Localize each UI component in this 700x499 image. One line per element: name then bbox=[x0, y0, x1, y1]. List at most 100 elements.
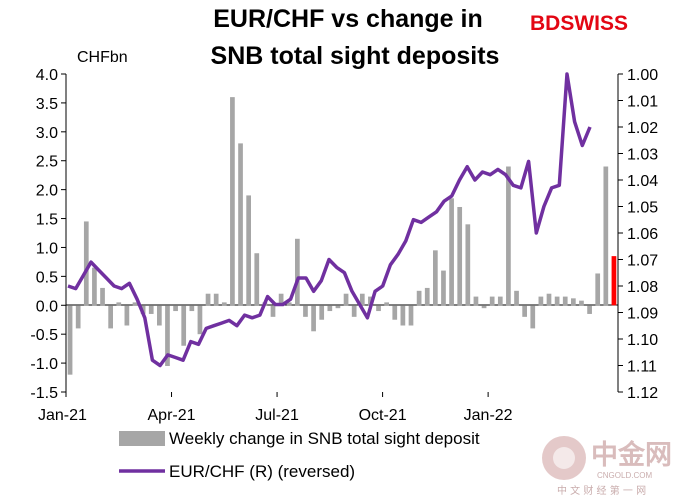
watermark-tagline: 中 文 财 经 第 一 网 bbox=[557, 484, 646, 497]
bar bbox=[311, 305, 316, 332]
legend-bar-swatch bbox=[119, 431, 165, 446]
bar bbox=[156, 305, 162, 326]
bar bbox=[327, 305, 333, 312]
bar bbox=[522, 305, 528, 317]
bar bbox=[92, 267, 97, 306]
y-right-tick-label: 1.10 bbox=[627, 332, 658, 349]
bar bbox=[83, 221, 89, 306]
bar-series bbox=[67, 97, 617, 375]
bar bbox=[416, 290, 422, 306]
y-right-tick-label: 1.08 bbox=[627, 279, 658, 296]
bar bbox=[230, 97, 235, 306]
bar bbox=[587, 305, 592, 314]
brand-logo: BDSWISS bbox=[530, 12, 628, 35]
y-left-tick-label: 3.5 bbox=[36, 96, 58, 113]
y-left-tick-label: 2.5 bbox=[36, 154, 58, 171]
bar bbox=[254, 253, 260, 306]
bar bbox=[538, 296, 544, 306]
y-left-tick-label: 4.0 bbox=[36, 67, 58, 84]
bar bbox=[181, 305, 187, 346]
y-left-tick-label: -1.5 bbox=[30, 385, 58, 402]
bar bbox=[497, 296, 503, 306]
x-tick-label: Apr-21 bbox=[148, 407, 196, 424]
bar bbox=[270, 305, 276, 317]
bar bbox=[205, 293, 211, 306]
bar bbox=[197, 305, 203, 335]
bar bbox=[603, 166, 609, 306]
eur-chf-line bbox=[67, 72, 592, 368]
y-right-tick-label: 1.06 bbox=[627, 226, 658, 243]
bar bbox=[116, 302, 122, 306]
bar bbox=[579, 300, 584, 306]
bar bbox=[343, 293, 349, 306]
bar bbox=[221, 302, 227, 306]
bar bbox=[473, 296, 479, 306]
x-tick-label: Jul-21 bbox=[255, 407, 299, 424]
y-right-tick-label: 1.12 bbox=[627, 385, 658, 402]
y-left-tick-label: 3.0 bbox=[36, 125, 58, 142]
bar bbox=[392, 305, 398, 320]
bar bbox=[449, 198, 454, 306]
bar bbox=[432, 250, 438, 306]
x-tick-label: Jan-21 bbox=[38, 407, 87, 424]
y-left-tick-label: 2.0 bbox=[36, 183, 58, 200]
bar bbox=[424, 287, 430, 306]
bar bbox=[100, 287, 105, 306]
y-right-tick-label: 1.09 bbox=[627, 306, 658, 323]
bar bbox=[562, 296, 568, 306]
watermark: 中金网 CNGOLD.COM 中 文 财 经 第 一 网 bbox=[542, 436, 672, 497]
bar bbox=[384, 302, 390, 306]
bar bbox=[124, 305, 130, 326]
y-left-unit-label: CHFbn bbox=[77, 49, 128, 66]
y-left-tick-label: -1.0 bbox=[30, 356, 58, 373]
bar bbox=[570, 298, 576, 306]
y-right-tick-label: 1.05 bbox=[627, 200, 658, 217]
y-left-tick-label: 1.0 bbox=[36, 240, 58, 257]
latest-bar bbox=[611, 256, 617, 306]
watermark-logo-icon bbox=[542, 436, 586, 480]
bar bbox=[546, 293, 552, 306]
x-tick-label: Oct-21 bbox=[359, 407, 407, 424]
bar bbox=[303, 305, 308, 317]
watermark-sub-text: CNGOLD.COM bbox=[597, 471, 652, 480]
bar bbox=[173, 305, 178, 312]
bar bbox=[408, 305, 414, 326]
bar bbox=[238, 143, 243, 306]
bar bbox=[368, 296, 373, 306]
legend-line-label: EUR/CHF (R) (reversed) bbox=[169, 462, 355, 481]
y-right-tick-label: 1.11 bbox=[627, 359, 657, 376]
y-right-tick-label: 1.02 bbox=[627, 120, 658, 137]
bar bbox=[465, 224, 471, 306]
x-tick-label: Jan-22 bbox=[464, 407, 513, 424]
watermark-main-text: 中金网 bbox=[591, 439, 672, 471]
bar bbox=[165, 305, 170, 366]
y-right-tick-label: 1.01 bbox=[627, 94, 658, 111]
bar bbox=[132, 302, 138, 306]
y-right-ticks: 1.00 1.01 1.02 1.03 1.04 1.05 1.06 1.07 1.08 1.09… bbox=[618, 67, 658, 402]
bar bbox=[595, 273, 601, 306]
y-left-tick-label: 1.5 bbox=[36, 212, 58, 229]
y-left-ticks: 4.0 3.5 3.0 2.5 2.0 1.5 1.0 0.5 0.0 -0.5 -1.0 -1.5 bbox=[30, 67, 66, 402]
bar bbox=[108, 305, 114, 329]
chart-title-line-1: EUR/CHF vs change in bbox=[213, 5, 483, 33]
watermark-logo-inner bbox=[553, 447, 575, 469]
y-right-tick-label: 1.03 bbox=[627, 147, 658, 164]
bar bbox=[514, 290, 519, 306]
bar bbox=[376, 305, 381, 312]
bar bbox=[67, 305, 73, 375]
bar bbox=[489, 296, 495, 306]
chart-title-line-2: SNB total sight deposits bbox=[211, 42, 500, 70]
x-ticks: Jan-21 Apr-21 Jul-21 Oct-21 Jan-22 bbox=[38, 392, 513, 424]
y-right-tick-label: 1.07 bbox=[627, 253, 658, 270]
y-left-tick-label: 0.0 bbox=[36, 298, 58, 315]
bar bbox=[286, 302, 292, 306]
legend-bar-label: Weekly change in SNB total sight deposit bbox=[169, 429, 480, 448]
y-left-tick-label: 0.5 bbox=[36, 269, 58, 286]
bar bbox=[554, 296, 560, 306]
y-right-tick-label: 1.00 bbox=[627, 67, 658, 84]
bar bbox=[335, 305, 341, 309]
bar bbox=[359, 293, 365, 306]
bar bbox=[481, 305, 487, 309]
